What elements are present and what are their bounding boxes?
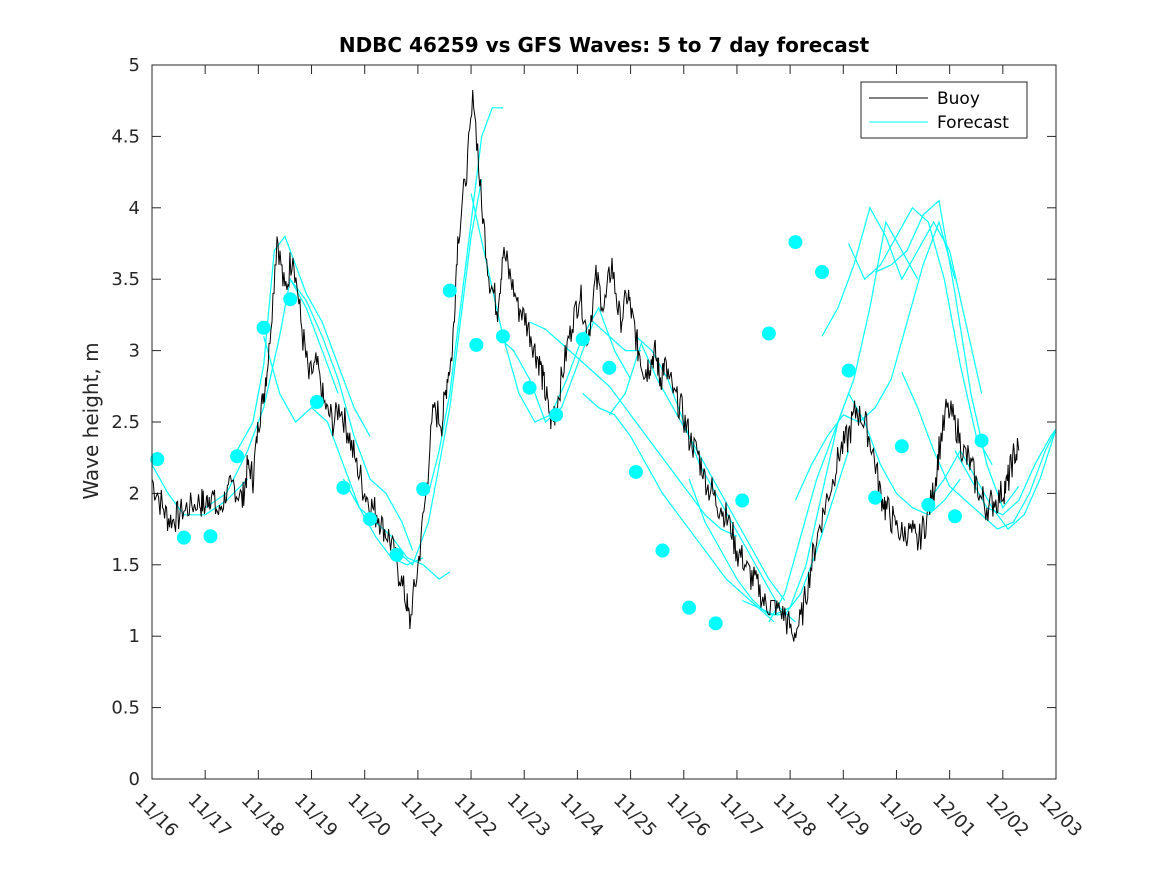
forecast-point: [495, 329, 510, 344]
forecast-point: [203, 529, 218, 544]
forecast-point: [841, 363, 856, 378]
forecast-point: [389, 547, 404, 562]
forecast-point: [868, 490, 883, 505]
y-tick-label: 3.5: [111, 269, 140, 290]
y-tick-label: 5: [129, 55, 140, 76]
forecast-line: [289, 278, 414, 551]
y-tick-label: 2: [129, 483, 140, 504]
forecast-line: [582, 392, 775, 623]
forecast-point: [549, 407, 564, 422]
forecast-line: [821, 206, 983, 394]
forecast-point: [336, 480, 351, 495]
forecast-point: [150, 452, 165, 467]
forecast-point: [416, 482, 431, 497]
forecast-point: [628, 464, 643, 479]
forecast-point: [256, 320, 271, 335]
forecast-point: [309, 395, 324, 410]
forecast-line: [529, 321, 738, 537]
plot-area: 11/16 11/17 11/18 11/19 11/20 11/21 11/22 11/23…: [111, 55, 1086, 841]
forecast-point: [522, 380, 537, 395]
forecast-line: [794, 220, 956, 501]
forecast-line: [954, 428, 1057, 516]
forecast-line: [427, 107, 503, 494]
y-tick-label: 1: [129, 626, 140, 647]
forecast-line: [874, 199, 1020, 509]
forecast-point: [442, 283, 457, 298]
forecast-point: [894, 439, 909, 454]
plot-background: [152, 65, 1056, 779]
forecast-point: [815, 265, 830, 280]
axes-box: [151, 64, 1057, 780]
forecast-point: [947, 509, 962, 524]
legend-forecast-label: Forecast: [937, 113, 1009, 133]
forecast-point: [761, 326, 776, 341]
forecast-line: [396, 179, 483, 566]
forecast-point: [655, 543, 670, 558]
y-tick-label: 4: [129, 198, 140, 219]
y-tick-label: 2.5: [111, 412, 140, 433]
y-axis-label: Wave height, m: [79, 342, 103, 499]
forecast-point: [921, 497, 936, 512]
forecast-point: [708, 616, 723, 631]
forecast-point: [575, 332, 590, 347]
buoy-line: [151, 89, 1020, 642]
forecast-line: [151, 464, 249, 516]
forecast-line: [236, 235, 371, 451]
legend-buoy-label: Buoy: [937, 89, 980, 109]
forecast-point: [176, 530, 191, 545]
forecast-line: [497, 320, 642, 424]
forecast-point: [363, 512, 378, 527]
forecast-point: [735, 493, 750, 508]
y-tick-label: 0.5: [111, 698, 140, 719]
forecast-point: [788, 235, 803, 250]
legend: Buoy Forecast: [860, 81, 1028, 139]
forecast-line: [204, 277, 339, 509]
forecast-point: [283, 292, 298, 307]
y-tick-label: 1.5: [111, 555, 140, 576]
forecast-line: [848, 206, 993, 466]
y-tick-label: 4.5: [111, 126, 140, 147]
forecast-point: [469, 337, 484, 352]
legend-box: [860, 81, 1028, 139]
forecast-line: [342, 478, 451, 580]
chart-title: NDBC 46259 vs GFS Waves: 5 to 7 day fore…: [339, 33, 870, 57]
forecast-line: [742, 220, 919, 616]
forecast-point: [974, 433, 989, 448]
y-tick-label: 0: [129, 769, 140, 790]
forecast-point: [682, 600, 697, 615]
forecast-line: [901, 371, 1057, 530]
y-tick-label: 3: [129, 341, 140, 362]
forecast-point: [602, 360, 617, 375]
forecast-point: [230, 449, 245, 464]
